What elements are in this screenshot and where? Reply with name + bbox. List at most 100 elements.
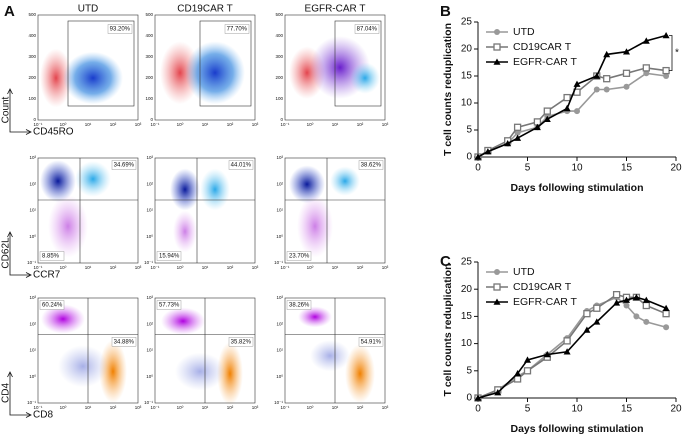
y-tick-label: 300	[145, 54, 153, 59]
marker	[623, 48, 630, 55]
y-tick-label: 5	[466, 125, 472, 136]
y-tick-label: 200	[275, 75, 283, 80]
x-tick-label: 10⁰	[60, 405, 67, 410]
gate-label-box	[111, 337, 137, 347]
gate-percent: 8.85%	[42, 254, 60, 260]
y-tick-label: 10¹	[146, 348, 153, 353]
marker	[662, 32, 670, 39]
x-tick-label: 10²	[227, 405, 234, 410]
gate	[334, 20, 382, 107]
x-tick-label: 10	[571, 163, 583, 174]
x-tick-label: 10²	[357, 122, 364, 127]
x-tick-label: 10³	[135, 265, 142, 270]
gate-percent: 77.70%	[227, 27, 248, 33]
legend-marker	[493, 283, 501, 291]
marker	[563, 93, 571, 102]
x-tick-label: 10⁰	[307, 265, 314, 270]
flow-plot: 10⁻¹ 10⁰ 10¹ 10² 10³ 10⁻¹ 10⁰ 10¹ 10² 10³ 38.26% 54…	[274, 295, 389, 410]
plot-frame	[37, 14, 139, 121]
cell-cloud	[200, 168, 230, 211]
marker	[663, 73, 670, 79]
y-tick-label: 0	[466, 393, 472, 404]
cell-cloud	[99, 340, 127, 403]
x-tick-label: 10¹	[332, 265, 339, 270]
gate-percent: 93.20%	[110, 27, 131, 33]
x-tick-label: 10²	[357, 265, 364, 270]
marker	[563, 104, 571, 112]
axis-label: CD4	[1, 383, 12, 403]
gate-label-box	[156, 251, 182, 261]
marker	[612, 290, 621, 299]
x-tick-label: 20	[670, 163, 682, 174]
cell-cloud	[289, 165, 325, 204]
x-tick-label: 10⁰	[177, 405, 184, 410]
marker	[543, 350, 551, 358]
y-tick-label: 300	[275, 54, 283, 59]
cell-cloud	[175, 352, 225, 391]
flow-plot: 10⁻¹ 10⁰ 10¹ 10² 10³ 10⁻¹ 10⁰ 10¹ 10² 10³ 44.01% 15…	[144, 155, 259, 270]
significance-mark: *	[675, 48, 679, 59]
y-tick-label: 0	[280, 117, 283, 122]
y-tick-label: 10¹	[276, 208, 283, 213]
marker	[633, 313, 640, 320]
x-tick-label: 10²	[110, 265, 117, 270]
x-tick-label: 10	[571, 404, 583, 415]
legend-symbol	[493, 43, 501, 51]
gate-label-box	[358, 160, 384, 170]
flow-plot: 10⁻¹ 10⁰ 10¹ 10² 10³ 10⁻¹ 10⁰ 10¹ 10² 10³ 34.69% 8.…	[27, 155, 142, 270]
legend-label: CD19CAR T	[513, 281, 572, 293]
cell-cloud	[63, 51, 123, 105]
column-title: CD19CAR T	[177, 4, 232, 15]
line-chart: C 0 5 10 15 20 25 0 5 10 15 20 Days following stimul…	[440, 253, 682, 435]
marker	[523, 367, 532, 375]
marker	[593, 304, 601, 312]
y-tick-label: 10²	[276, 321, 283, 326]
y-tick-label: 10¹	[146, 208, 153, 213]
x-tick-label: 10⁻¹	[34, 265, 43, 270]
x-tick-label: 10¹	[85, 405, 92, 410]
legend-marker	[493, 298, 501, 305]
cell-cloud	[330, 166, 360, 196]
x-tick-label: 10⁰	[177, 265, 184, 270]
marker	[623, 302, 630, 309]
cell-cloud	[41, 304, 85, 334]
marker	[643, 318, 650, 325]
x-tick-label: 15	[621, 404, 633, 415]
x-tick-label: 10³	[382, 122, 389, 127]
legend-symbol	[493, 298, 501, 305]
plot-frame	[284, 157, 386, 264]
marker	[593, 72, 601, 79]
cell-cloud	[75, 161, 111, 197]
x-tick-label: 10⁰	[307, 405, 314, 410]
flow-plot: 10⁻¹ 10⁰ 10¹ 10² 10³ 10⁻¹ 10⁰ 10¹ 10² 10³ 57.73% 35…	[144, 295, 259, 410]
marker	[623, 83, 630, 90]
x-tick-label: 10²	[357, 405, 364, 410]
y-tick-label: 200	[145, 75, 153, 80]
line-chart: B 0 5 10 15 20 25 0 5 10 15 20 Days following stimul…	[440, 3, 682, 194]
column-title: EGFR-CAR T	[305, 4, 366, 15]
y-tick-label: 10⁰	[146, 374, 153, 379]
cell-cloud	[58, 345, 108, 388]
flow-plot: 0 100 200 300 400 500 10⁻¹ 10⁰ 10¹ 10² 10³ 93.20%	[28, 12, 141, 127]
series-line	[477, 296, 667, 399]
x-tick-label: 10³	[252, 122, 259, 127]
y-tick-label: 5	[466, 365, 472, 376]
y-tick-label: 10⁰	[276, 374, 283, 379]
x-tick-label: 10⁻¹	[34, 405, 43, 410]
marker	[474, 394, 482, 401]
y-tick-label: 100	[275, 96, 283, 101]
y-tick-label: 10²	[276, 181, 283, 186]
legend-marker	[494, 29, 500, 35]
legend-marker	[493, 58, 501, 65]
y-tick-label: 10³	[276, 295, 283, 300]
gate-label-box	[39, 300, 65, 310]
x-tick-label: 10¹	[85, 122, 92, 127]
axis-label: CCR7	[33, 270, 61, 281]
marker	[583, 326, 591, 333]
x-tick-label: 10⁰	[307, 122, 314, 127]
marker	[474, 153, 482, 160]
legend-symbol	[494, 269, 500, 275]
marker	[593, 318, 601, 325]
x-tick-label: 10³	[382, 265, 389, 270]
legend-marker	[494, 269, 500, 275]
